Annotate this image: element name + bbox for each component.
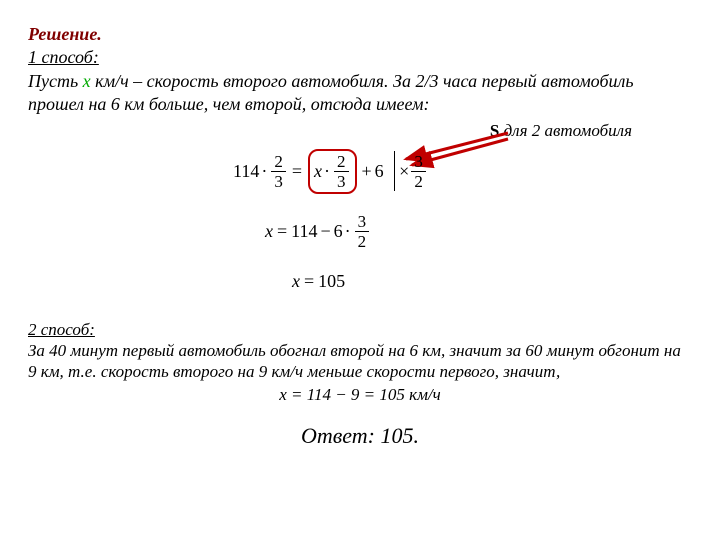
frac-den: 3 — [271, 172, 286, 190]
eq2-frac: 3 2 — [355, 213, 370, 250]
vbar-icon — [394, 151, 396, 191]
method2-equation: x = 114 − 9 = 105 км/ч — [28, 385, 692, 405]
eq3-val: 105 — [318, 271, 345, 292]
eq1-mult-frac: 3 2 — [411, 153, 426, 190]
intro-x-var: x — [83, 71, 91, 91]
frac-num: 2 — [334, 153, 349, 172]
cdot-icon: · — [261, 161, 267, 182]
method1-intro: Пусть x км/ч – скорость второго автомоби… — [28, 70, 692, 117]
cdot-icon: · — [324, 161, 330, 182]
eq2-minus: − — [321, 221, 331, 242]
frac-num: 3 — [355, 213, 370, 232]
eq1-highlight: x · 2 3 — [308, 149, 357, 194]
method2-label: 2 способ: — [28, 320, 95, 339]
equation-3: x = 105 — [292, 271, 345, 292]
eq1-mult: × — [399, 161, 409, 182]
method2-text: За 40 минут первый автомобиль обогнал вт… — [28, 341, 681, 381]
frac-num: 3 — [411, 153, 426, 172]
intro-prefix: Пусть — [28, 71, 83, 91]
eq2-b: 6 — [334, 221, 343, 242]
eq1-plus: + — [362, 161, 372, 182]
frac-den: 2 — [411, 172, 426, 190]
math-block: 114 · 2 3 = x · 2 3 + 6 × 3 2 — [28, 143, 692, 313]
s-annotation: S для 2 автомобиля — [28, 121, 692, 141]
frac-num: 2 — [271, 153, 286, 172]
eq1-lhs-coef: 114 — [233, 161, 259, 182]
answer: Ответ: 105. — [28, 423, 692, 449]
eq2-equals: = — [277, 221, 287, 242]
frac-den: 3 — [334, 172, 349, 190]
eq1-lhs-frac: 2 3 — [271, 153, 286, 190]
eq1-const: 6 — [375, 161, 384, 182]
eq1-rhs-frac: 2 3 — [334, 153, 349, 190]
solution-title: Решение. — [28, 24, 692, 45]
eq1-equals: = — [292, 161, 302, 182]
equation-1: 114 · 2 3 = x · 2 3 + 6 × 3 2 — [233, 149, 428, 194]
eq2-a: 114 — [291, 221, 317, 242]
eq3-equals: = — [304, 271, 314, 292]
eq3-x: x — [292, 271, 300, 292]
method2-block: 2 способ: За 40 минут первый автомобиль … — [28, 319, 692, 383]
equation-2: x = 114 − 6 · 3 2 — [265, 213, 371, 250]
cdot-icon: · — [345, 221, 351, 242]
method1-label: 1 способ: — [28, 47, 692, 68]
intro-suffix: км/ч – скорость второго автомобиля. За 2… — [28, 71, 634, 114]
s-text: для 2 автомобиля — [499, 121, 632, 140]
eq2-x: x — [265, 221, 273, 242]
eq1-x: x — [314, 161, 322, 182]
frac-den: 2 — [355, 232, 370, 250]
